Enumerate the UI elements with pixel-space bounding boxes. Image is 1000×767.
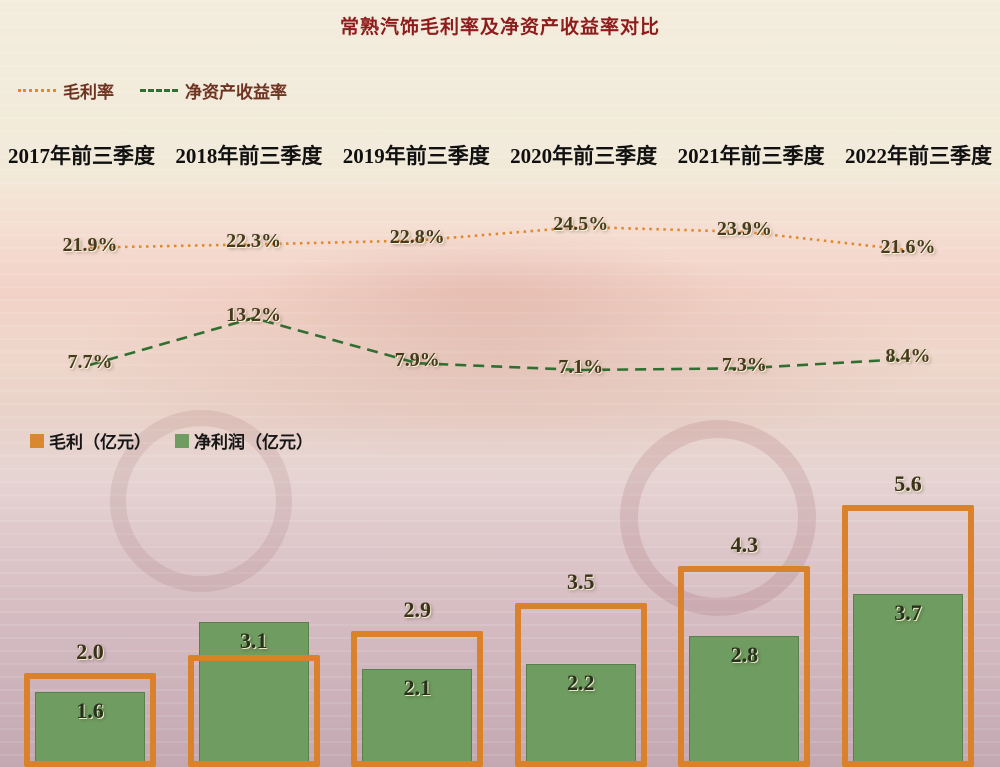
gross-profit-value-label: 2.9 (403, 597, 431, 622)
gross-profit-value-label: 2.0 (76, 639, 104, 664)
gross-profit-value-label: 5.6 (894, 471, 922, 496)
dashed-line-icon (140, 89, 178, 92)
net-profit-value-label: 2.2 (567, 670, 595, 695)
net-profit-bar (35, 692, 145, 767)
data-point-label: 24.5% (553, 213, 609, 236)
gross-profit-bar (351, 631, 484, 767)
gross-profit-bar (678, 566, 811, 767)
net-profit-value-label: 3.7 (894, 600, 922, 625)
x-axis-label: 2017年前三季度 (8, 144, 155, 168)
net-profit-bar (853, 594, 963, 767)
data-point-label: 7.7% (67, 351, 113, 374)
net-profit-value-label: 2.1 (403, 675, 431, 700)
net-profit-bar (198, 622, 309, 767)
line-chart-legend: 毛利率 净资产收益率 (18, 78, 287, 103)
data-point-label: 8.4% (885, 345, 931, 368)
data-point-label: 23.9% (716, 217, 772, 240)
data-point-label: 22.3% (226, 230, 282, 253)
chart-title: 常熟汽饰毛利率及净资产收益率对比 (339, 17, 660, 38)
x-axis-label: 2020年前三季度 (510, 144, 658, 168)
legend-label: 净利润（亿元） (194, 433, 313, 452)
data-point-label: 21.9% (62, 233, 118, 256)
x-axis-labels: 2017年前三季度 2018年前三季度 2019年前三季度 2020年前三季度 … (0, 140, 1000, 170)
data-point-label: 7.3% (721, 354, 767, 377)
gross-profit-bar (842, 505, 974, 767)
gross-profit-bar (24, 673, 156, 767)
gross-profit-value-label: 4.3 (730, 532, 759, 557)
data-point-label: 13.2% (226, 304, 282, 327)
data-point-label: 7.9% (394, 349, 440, 372)
legend-label: 毛利率 (63, 83, 114, 102)
net-profit-value-label: 3.1 (239, 628, 268, 653)
orange-square-icon (30, 433, 44, 448)
legend-label: 毛利（亿元） (49, 433, 151, 452)
net-profit-bar (689, 636, 800, 767)
dotted-line-icon (18, 89, 56, 92)
net-profit-bar (525, 664, 636, 767)
legend-item-roe: 净资产收益率 (140, 78, 287, 103)
data-point-label: 22.8% (389, 226, 445, 249)
x-axis-label: 2018年前三季度 (175, 144, 323, 168)
data-point-label: 21.6% (880, 236, 936, 259)
net-profit-value-label: 2.8 (730, 642, 759, 667)
x-axis-label: 2022年前三季度 (844, 144, 992, 168)
gross-profit-bar (187, 655, 320, 767)
legend-label: 净资产收益率 (185, 83, 287, 102)
x-axis-label: 2021年前三季度 (677, 144, 825, 168)
legend-item-gross-profit: 毛利（亿元） (30, 428, 151, 453)
gross-profit-value-label: 3.5 (567, 569, 595, 594)
net-profit-value-label: 1.6 (76, 698, 104, 723)
legend-item-net-profit: 净利润（亿元） (175, 428, 313, 453)
gross-profit-bar (514, 603, 647, 767)
legend-item-gross-margin: 毛利率 (18, 78, 114, 103)
green-square-icon (175, 433, 189, 448)
x-axis-label: 2019年前三季度 (342, 144, 490, 168)
bar-chart: 2.0 1.6 3.1 2.9 2.1 3.5 2.2 4.3 2.8 5.6 3.7 (0, 467, 1000, 767)
net-profit-bar (362, 669, 473, 767)
data-point-label: 7.1% (558, 356, 604, 379)
bar-chart-legend: 毛利（亿元） 净利润（亿元） (30, 428, 313, 453)
car-watermark-roof (260, 225, 720, 355)
